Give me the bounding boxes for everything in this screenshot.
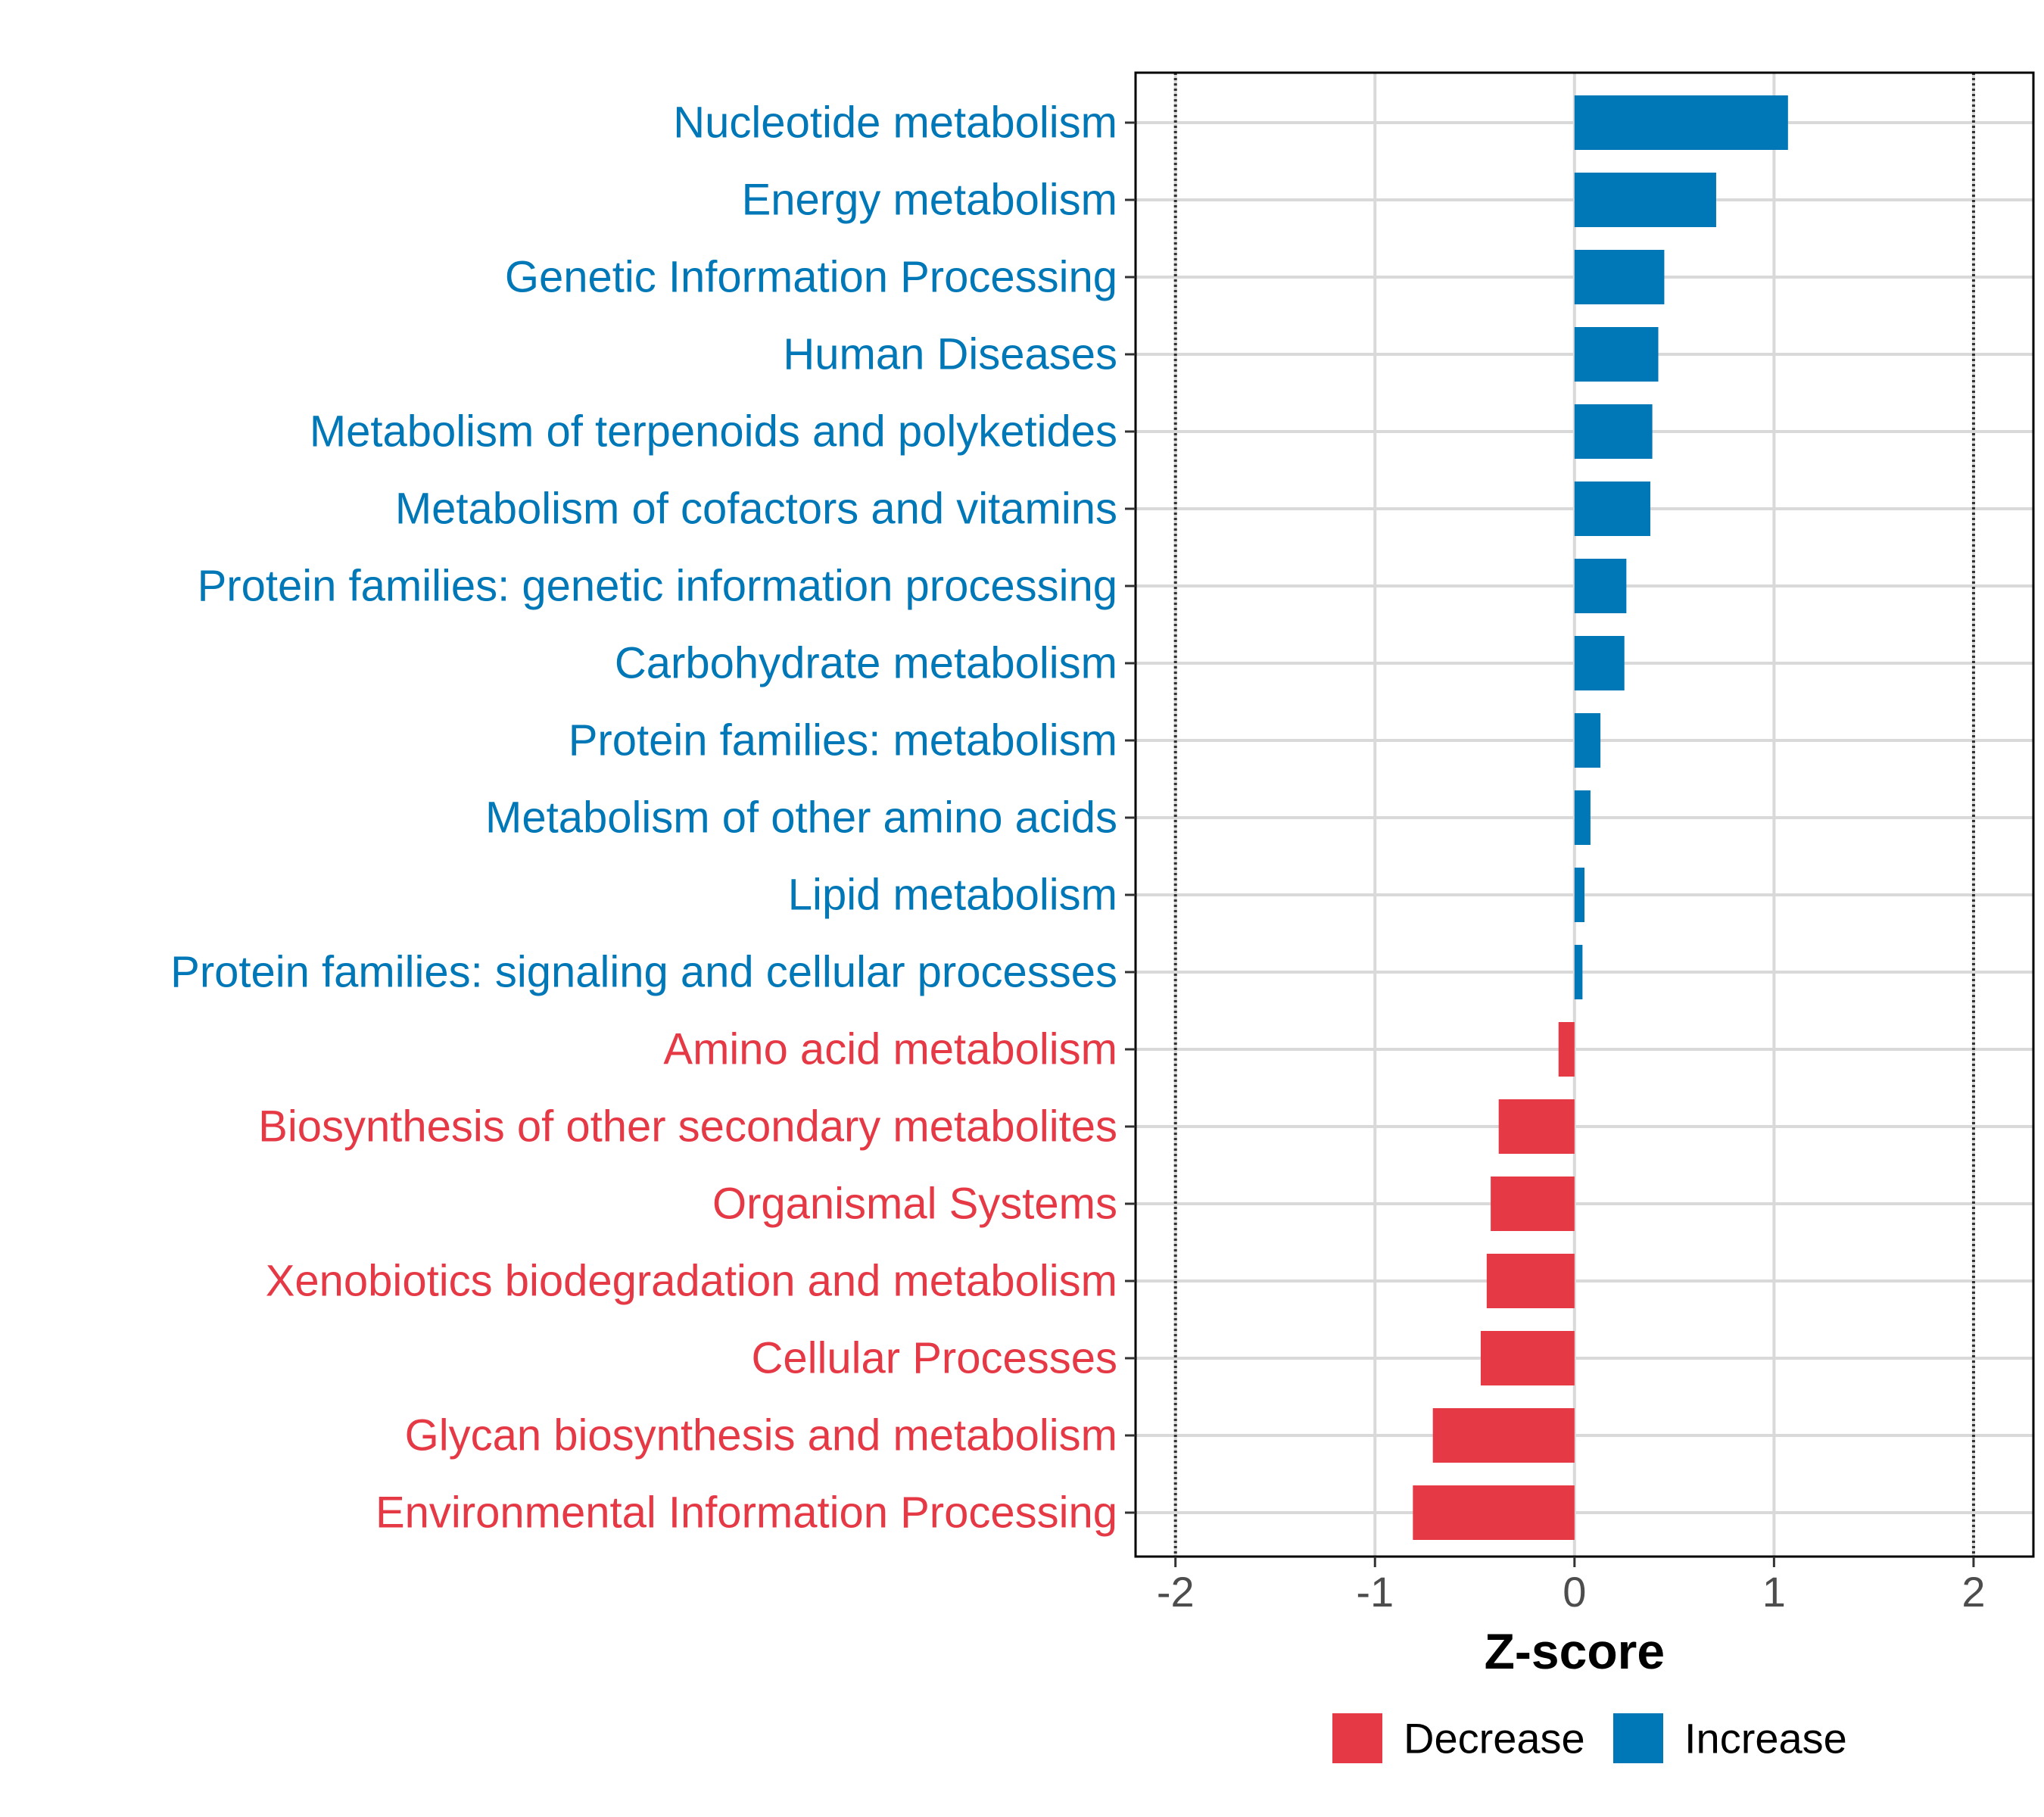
bar	[1498, 1099, 1575, 1154]
legend-label-increase: Increase	[1684, 1715, 1847, 1762]
y-axis-labels: Nucleotide metabolism Energy metabolism Ge…	[170, 98, 1117, 1538]
x-tick-label: -2	[1157, 1568, 1195, 1616]
category-label: Organismal Systems	[712, 1180, 1117, 1229]
bar	[1574, 482, 1650, 536]
x-tick-label: 2	[1961, 1568, 1985, 1616]
bar	[1574, 945, 1583, 999]
category-label: Human Diseases	[783, 330, 1117, 379]
category-label: Protein families: genetic information pr…	[198, 562, 1117, 611]
bar	[1574, 404, 1653, 459]
bar	[1574, 713, 1601, 768]
x-axis-ticks	[1174, 1557, 1975, 1567]
category-label: Nucleotide metabolism	[673, 98, 1117, 148]
gridlines	[1136, 73, 2033, 1557]
legend-label-decrease: Decrease	[1404, 1715, 1585, 1762]
bar	[1574, 790, 1591, 845]
bar	[1574, 868, 1584, 922]
category-label: Metabolism of terpenoids and polyketides	[310, 407, 1117, 457]
x-tick-label: -1	[1356, 1568, 1394, 1616]
category-label: Metabolism of cofactors and vitamins	[395, 485, 1117, 534]
bar	[1574, 559, 1627, 613]
x-axis-title: Z-score	[1485, 1623, 1665, 1679]
bars	[1413, 95, 1788, 1540]
bar	[1432, 1408, 1575, 1463]
category-label: Protein families: metabolism	[569, 716, 1117, 765]
category-label: Xenobiotics biodegradation and metabolis…	[266, 1257, 1117, 1306]
bar	[1413, 1485, 1575, 1540]
legend: Decrease Increase	[1332, 1713, 1847, 1763]
category-label: Environmental Information Processing	[375, 1488, 1117, 1538]
category-label: Glycan biosynthesis and metabolism	[405, 1411, 1117, 1460]
bar	[1480, 1331, 1575, 1385]
category-label: Cellular Processes	[751, 1334, 1117, 1383]
bar	[1491, 1177, 1575, 1231]
legend-swatch-increase	[1613, 1713, 1663, 1763]
category-label: Genetic Information Processing	[505, 253, 1117, 302]
bar	[1574, 636, 1625, 690]
x-tick-label: 0	[1563, 1568, 1586, 1616]
x-tick-label: 1	[1762, 1568, 1786, 1616]
category-label: Energy metabolism	[742, 176, 1117, 225]
bar	[1574, 173, 1716, 227]
x-axis-labels: -2 -1 0 1 2	[1157, 1568, 1986, 1616]
category-label: Protein families: signaling and cellular…	[170, 948, 1117, 997]
plot-panel-border	[1134, 71, 2035, 1558]
bar	[1574, 327, 1659, 382]
category-label: Metabolism of other amino acids	[485, 793, 1117, 843]
y-axis-ticks	[1125, 121, 1136, 1514]
bar	[1574, 95, 1788, 150]
bar	[1574, 250, 1665, 304]
legend-swatch-decrease	[1332, 1713, 1382, 1763]
category-label: Lipid metabolism	[788, 871, 1117, 920]
category-label: Amino acid metabolism	[663, 1025, 1117, 1074]
bar	[1558, 1022, 1575, 1077]
category-label: Biosynthesis of other secondary metaboli…	[258, 1102, 1117, 1152]
reference-lines	[1173, 73, 1975, 1557]
category-label: Carbohydrate metabolism	[615, 639, 1117, 688]
bar	[1486, 1254, 1575, 1308]
